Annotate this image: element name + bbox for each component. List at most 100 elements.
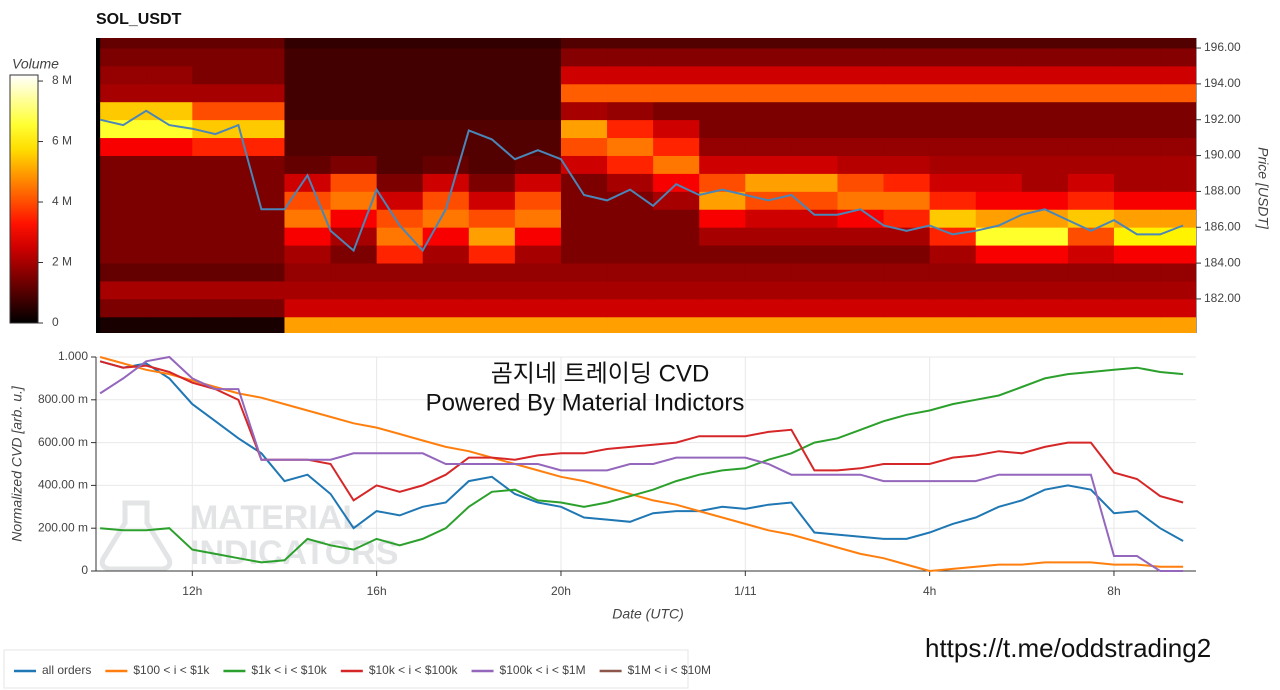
legend-item[interactable]: $100 < i < $1k bbox=[105, 663, 210, 677]
heatmap-cell bbox=[284, 263, 331, 282]
heatmap-cell bbox=[376, 173, 424, 192]
heatmap-cell bbox=[560, 298, 608, 318]
heatmap-cell bbox=[699, 48, 746, 67]
heatmap-cell bbox=[883, 48, 931, 67]
heatmap-cell bbox=[468, 48, 516, 67]
heatmap-cell bbox=[745, 155, 792, 174]
heatmap-cell bbox=[146, 245, 193, 264]
heatmap-cell bbox=[422, 119, 470, 139]
url-text: https://t.me/oddstrading2 bbox=[925, 633, 1211, 663]
heatmap-cell bbox=[192, 119, 239, 139]
heatmap-cell bbox=[330, 209, 378, 228]
heatmap-cell bbox=[422, 191, 470, 210]
heatmap-cell bbox=[238, 83, 285, 103]
heatmap-cell bbox=[422, 316, 470, 333]
heatmap-cell bbox=[883, 155, 931, 174]
heatmap-cell bbox=[975, 191, 1023, 210]
colorbar-tick-label: 6 M bbox=[52, 134, 72, 148]
heatmap-cell bbox=[653, 155, 700, 174]
legend-item[interactable]: $1k < i < $10k bbox=[223, 663, 328, 677]
legend-label: $1M < i < $10M bbox=[628, 663, 711, 677]
heatmap-cell bbox=[929, 316, 977, 333]
heatmap-cell bbox=[468, 38, 516, 49]
heatmap-cell bbox=[699, 263, 746, 282]
legend-label: $100 < i < $1k bbox=[133, 663, 210, 677]
legend-item[interactable]: $100k < i < $1M bbox=[471, 663, 586, 677]
colorbar-label: Volume bbox=[12, 56, 59, 72]
heatmap-cell bbox=[791, 65, 838, 85]
heatmap-cell bbox=[607, 209, 654, 228]
heatmap-cell bbox=[100, 137, 147, 156]
heatmap-cell bbox=[560, 48, 608, 67]
heatmap-cell bbox=[284, 298, 331, 318]
x-tick-label: 12h bbox=[182, 584, 202, 598]
heatmap-cell bbox=[192, 101, 239, 121]
heatmap-cell bbox=[376, 298, 424, 318]
heatmap-cell bbox=[791, 298, 838, 318]
heatmap-cell bbox=[468, 209, 516, 228]
heatmap-cell bbox=[791, 137, 838, 156]
heatmap-cell bbox=[192, 281, 239, 300]
y-tick-label: 192.00 bbox=[1204, 112, 1241, 126]
heatmap-cell bbox=[560, 316, 608, 333]
heatmap-cell bbox=[422, 245, 470, 264]
y-tick-label: 800.00 m bbox=[38, 392, 88, 406]
heatmap-cell bbox=[376, 227, 424, 246]
legend-item[interactable]: $1M < i < $10M bbox=[599, 663, 711, 677]
heatmap-cell bbox=[975, 155, 1023, 174]
heatmap-cell bbox=[607, 298, 654, 318]
x-axis-label: Date (UTC) bbox=[612, 606, 684, 622]
heatmap-cell bbox=[560, 263, 608, 282]
heatmap-cell bbox=[238, 173, 285, 192]
heatmap-cell bbox=[1113, 173, 1161, 192]
heatmap-cell bbox=[745, 119, 792, 139]
heatmap-cell bbox=[330, 137, 378, 156]
heatmap-cell bbox=[514, 65, 562, 85]
heatmap-cell bbox=[653, 65, 700, 85]
legend-item[interactable]: $10k < i < $100k bbox=[340, 663, 459, 677]
y-tick-label: 1.000 bbox=[58, 349, 88, 363]
heatmap-cell bbox=[745, 316, 792, 333]
heatmap-cell bbox=[284, 245, 331, 264]
heatmap-cell bbox=[837, 137, 884, 156]
y-tick-label: 184.00 bbox=[1204, 255, 1241, 269]
heatmap-cell bbox=[100, 83, 147, 103]
heatmap-cell bbox=[146, 48, 193, 67]
heatmap-cell bbox=[975, 65, 1023, 85]
heatmap-cell bbox=[192, 227, 239, 246]
heatmap-cell bbox=[192, 137, 239, 156]
heatmap-cell bbox=[100, 101, 147, 121]
legend-item[interactable]: all orders bbox=[14, 663, 91, 677]
heatmap-cell bbox=[929, 227, 977, 246]
heatmap-cell bbox=[376, 316, 424, 333]
heatmap-cell bbox=[146, 83, 193, 103]
heatmap-cell bbox=[1160, 316, 1196, 333]
heatmap-cell bbox=[330, 316, 378, 333]
heatmap-cell bbox=[883, 101, 931, 121]
heatmap-cell bbox=[791, 48, 838, 67]
heatmap-cell bbox=[1160, 119, 1196, 139]
heatmap-cell bbox=[791, 83, 838, 103]
heatmap-cell bbox=[975, 263, 1023, 282]
heatmap-cell bbox=[514, 137, 562, 156]
heatmap-cell bbox=[699, 65, 746, 85]
heatmap-cell bbox=[1067, 227, 1115, 246]
heatmap-cell bbox=[468, 245, 516, 264]
heatmap-cell bbox=[238, 316, 285, 333]
heatmap-cell bbox=[607, 101, 654, 121]
heatmap-cell bbox=[514, 83, 562, 103]
heatmap-cell bbox=[238, 281, 285, 300]
heatmap-cell bbox=[653, 48, 700, 67]
y-axis-label: Price [USDT] bbox=[1255, 147, 1271, 230]
heatmap-cell bbox=[1160, 298, 1196, 318]
heatmap-cell bbox=[560, 65, 608, 85]
heatmap-cell bbox=[422, 155, 470, 174]
heatmap-cell bbox=[699, 83, 746, 103]
heatmap-cell bbox=[284, 48, 331, 67]
heatmap-cell bbox=[468, 101, 516, 121]
heatmap-cell bbox=[607, 65, 654, 85]
heatmap-cell bbox=[699, 173, 746, 192]
heatmap-cell bbox=[883, 191, 931, 210]
heatmap-cell bbox=[146, 65, 193, 85]
